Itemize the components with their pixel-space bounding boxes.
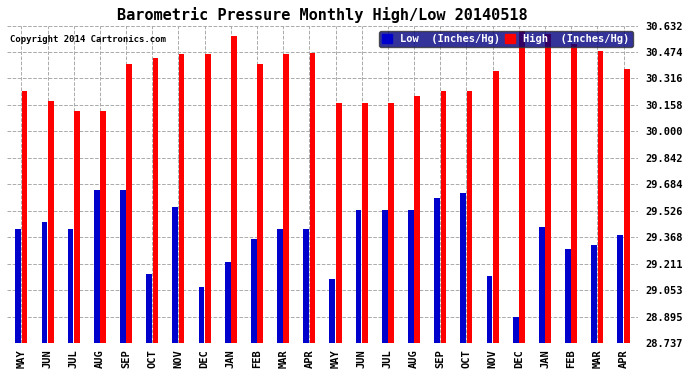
Bar [486, 276, 493, 343]
Bar [231, 36, 237, 343]
Bar [284, 54, 289, 343]
Bar [571, 44, 577, 343]
Bar [21, 91, 28, 343]
Bar [74, 111, 80, 343]
Bar [120, 190, 126, 343]
Bar [545, 34, 551, 343]
Bar [257, 64, 263, 343]
Bar [440, 91, 446, 343]
Bar [355, 210, 362, 343]
Bar [179, 54, 184, 343]
Bar [41, 222, 47, 343]
Bar [618, 235, 623, 343]
Bar [68, 229, 73, 343]
Bar [519, 31, 525, 343]
Bar [513, 317, 518, 343]
Title: Barometric Pressure Monthly High/Low 20140518: Barometric Pressure Monthly High/Low 201… [117, 7, 528, 23]
Bar [434, 198, 440, 343]
Bar [466, 91, 473, 343]
Bar [172, 207, 178, 343]
Bar [362, 103, 368, 343]
Bar [15, 229, 21, 343]
Bar [565, 249, 571, 343]
Bar [414, 96, 420, 343]
Bar [493, 71, 499, 343]
Bar [382, 210, 388, 343]
Bar [94, 190, 99, 343]
Bar [304, 229, 309, 343]
Bar [48, 101, 54, 343]
Bar [225, 262, 230, 343]
Bar [152, 58, 158, 343]
Bar [460, 194, 466, 343]
Bar [336, 103, 342, 343]
Bar [126, 64, 132, 343]
Bar [624, 69, 629, 343]
Legend: Low  (Inches/Hg), High  (Inches/Hg): Low (Inches/Hg), High (Inches/Hg) [379, 31, 633, 47]
Bar [100, 111, 106, 343]
Bar [408, 210, 414, 343]
Bar [591, 245, 597, 343]
Bar [205, 54, 210, 343]
Bar [330, 279, 335, 343]
Bar [199, 287, 204, 343]
Bar [539, 227, 544, 343]
Bar [310, 53, 315, 343]
Bar [277, 229, 283, 343]
Text: Copyright 2014 Cartronics.com: Copyright 2014 Cartronics.com [10, 35, 166, 44]
Bar [388, 103, 394, 343]
Bar [146, 274, 152, 343]
Bar [598, 51, 603, 343]
Bar [251, 238, 257, 343]
